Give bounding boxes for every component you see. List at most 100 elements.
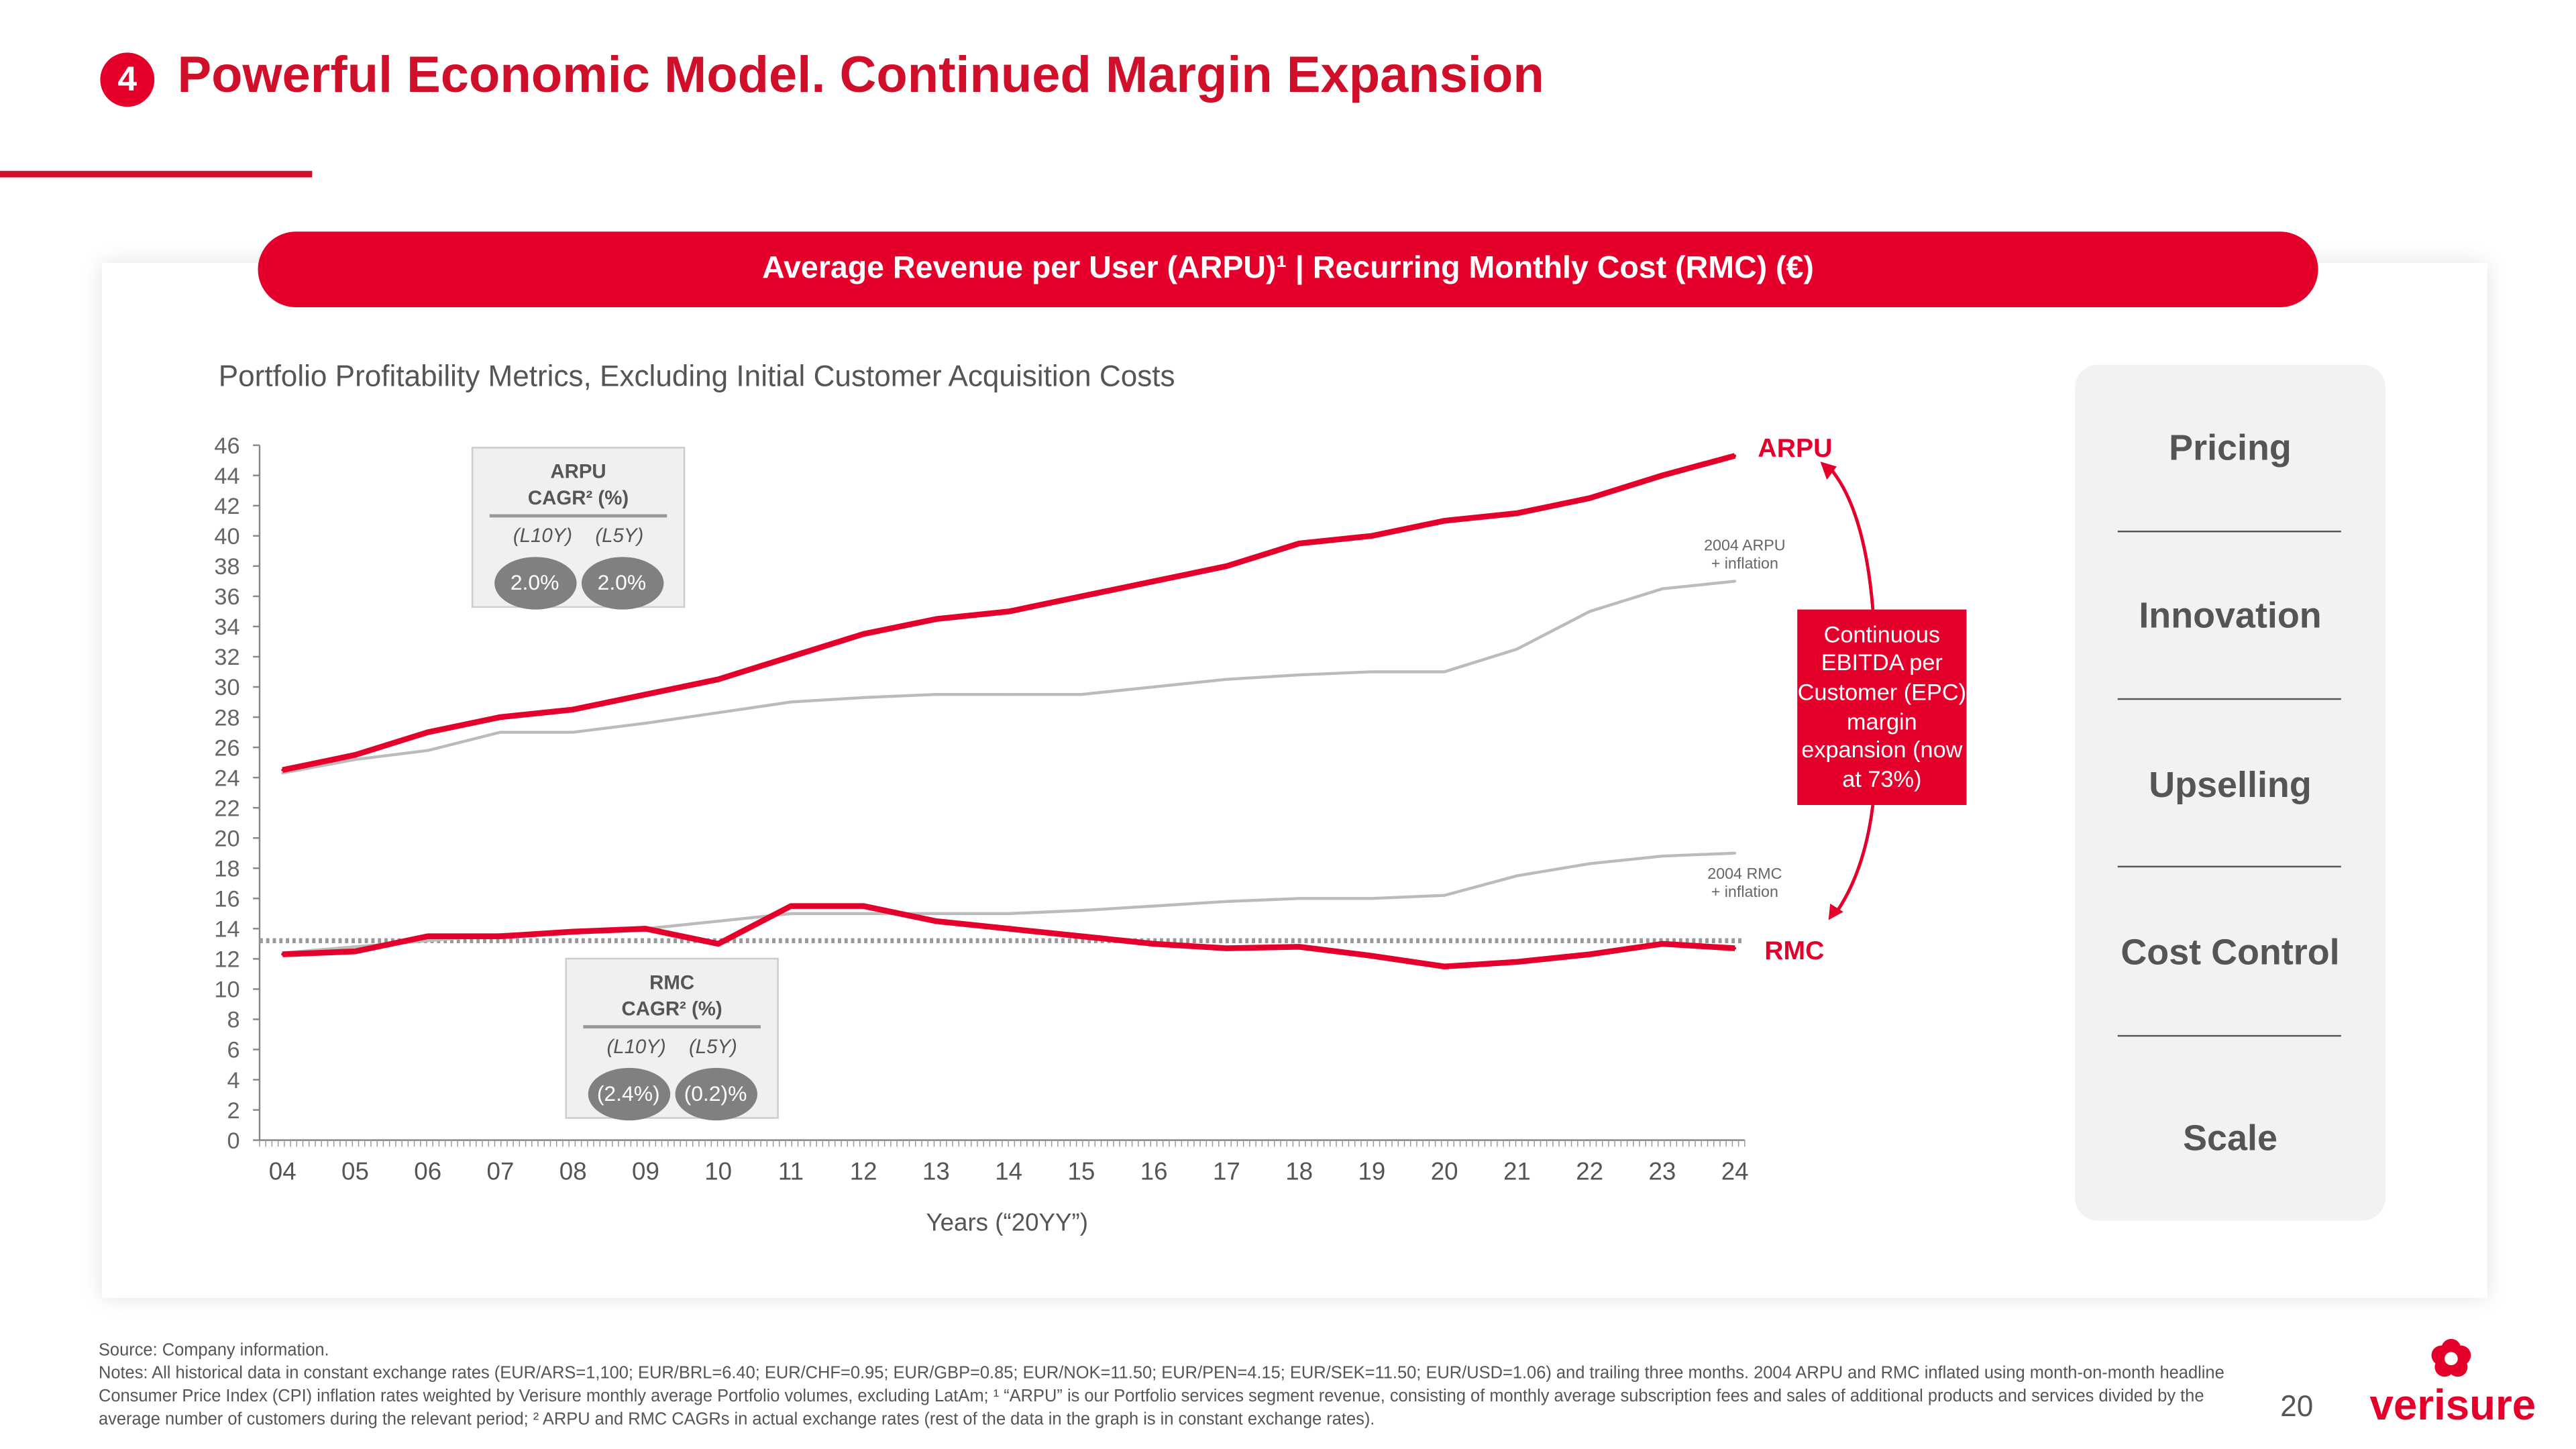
x-tick-label: 14: [995, 1157, 1022, 1185]
cagr-title: ARPU: [550, 460, 606, 484]
data-point: [934, 912, 938, 915]
data-point: [281, 953, 284, 956]
data-point: [1370, 897, 1373, 900]
x-tick-label: 20: [1431, 1157, 1458, 1185]
data-point: [354, 758, 357, 761]
rmc-series-label: RMC: [1764, 936, 1824, 965]
data-point: [426, 939, 429, 943]
rmc-inflation-label: + inflation: [1711, 883, 1778, 900]
data-point: [1588, 496, 1591, 500]
svg-text:verisure: verisure: [2369, 1381, 2536, 1429]
data-point: [1297, 674, 1301, 676]
section-number-badge: 4: [100, 52, 155, 107]
x-tick-label: 06: [414, 1157, 441, 1185]
data-point: [934, 617, 938, 621]
callout-text: Continuous EBITDA per Customer (EPC) mar…: [1797, 621, 1967, 792]
data-point: [354, 945, 357, 949]
data-point: [716, 920, 720, 923]
data-point: [1225, 900, 1228, 903]
x-tick-label: 13: [922, 1157, 950, 1185]
cagr-title: RMC: [649, 971, 695, 994]
divider: [583, 1025, 761, 1029]
data-point: [644, 927, 647, 930]
divider: [2117, 865, 2341, 868]
period-l10y: (L10Y): [513, 524, 573, 547]
x-tick-label: 04: [269, 1157, 297, 1185]
arpu-series-label: ARPU: [1758, 434, 1832, 463]
data-point: [572, 731, 575, 734]
data-point: [1733, 947, 1737, 950]
data-point: [499, 934, 502, 938]
cagr-subtitle: CAGR² (%): [621, 997, 722, 1020]
divider: [489, 514, 667, 518]
data-point: [1515, 647, 1519, 651]
data-point: [1660, 587, 1664, 590]
data-point: [862, 696, 865, 699]
period-l5y: (L5Y): [595, 524, 644, 547]
data-point: [426, 749, 429, 752]
data-point: [862, 904, 865, 908]
data-point: [1152, 942, 1156, 945]
cagr-subtitle: CAGR² (%): [527, 486, 629, 510]
data-point: [1297, 897, 1301, 900]
data-point: [1733, 454, 1737, 458]
divider: [2117, 698, 2341, 700]
data-point: [716, 711, 720, 714]
arpu-inflation-label: + inflation: [1711, 554, 1778, 572]
data-point: [1079, 934, 1083, 938]
y-tick-label: 8: [227, 1008, 239, 1033]
data-point: [1370, 954, 1373, 957]
x-tick-label: 10: [704, 1157, 732, 1185]
driver-innovation: Innovation: [2139, 594, 2322, 636]
data-point: [1588, 953, 1591, 956]
data-point: [1443, 894, 1446, 897]
data-point: [426, 731, 429, 734]
x-tick-label: 19: [1358, 1157, 1385, 1185]
data-point: [1152, 686, 1156, 688]
y-tick-label: 28: [214, 705, 239, 731]
cagr-value-l10y: (2.4%): [587, 1067, 669, 1121]
title-underline: [0, 170, 313, 178]
cagr-value-l10y: 2.0%: [493, 557, 576, 610]
x-tick-label: 05: [341, 1157, 369, 1185]
period-l10y: (L10Y): [606, 1034, 666, 1059]
page-number: 20: [2280, 1389, 2314, 1423]
cagr-value-l5y: 2.0%: [580, 557, 663, 610]
x-tick-label: 18: [1285, 1157, 1313, 1185]
source-note: Source: Company information.: [98, 1342, 329, 1360]
y-tick-label: 0: [227, 1128, 239, 1154]
data-point: [716, 678, 720, 681]
y-tick-label: 36: [214, 584, 239, 610]
y-tick-label: 42: [214, 494, 239, 519]
verisure-logo: verisure: [2369, 1338, 2536, 1429]
data-point: [1588, 610, 1591, 613]
x-tick-label: 22: [1576, 1157, 1603, 1185]
data-point: [354, 753, 357, 757]
x-tick-label: 11: [778, 1157, 804, 1185]
data-point: [1007, 610, 1010, 613]
y-tick-label: 30: [214, 675, 239, 700]
data-point: [499, 716, 502, 719]
data-point: [644, 693, 647, 696]
y-tick-label: 18: [214, 856, 239, 881]
divider: [2117, 1034, 2341, 1037]
x-tick-label: 24: [1721, 1157, 1749, 1185]
x-tick-label: 07: [487, 1157, 515, 1185]
y-tick-label: 2: [227, 1098, 239, 1124]
data-point: [1443, 670, 1446, 674]
data-point: [1515, 512, 1519, 515]
driver-upselling: Upselling: [2149, 763, 2312, 806]
arrowhead-icon: [1820, 462, 1837, 480]
x-tick-label: 23: [1648, 1157, 1676, 1185]
y-tick-label: 4: [227, 1068, 239, 1093]
data-point: [934, 920, 938, 923]
data-point: [426, 934, 429, 938]
data-point: [1152, 904, 1156, 908]
data-point: [1152, 580, 1156, 583]
driver-cost-control: Cost Control: [2121, 931, 2340, 973]
chart-subtitle: Portfolio Profitability Metrics, Excludi…: [218, 360, 1175, 393]
y-tick-label: 44: [214, 464, 239, 489]
arpu-cagr-box: ARPU CAGR² (%) (L10Y) (L5Y) 2.0% 2.0%: [471, 447, 686, 610]
chart-banner: Average Revenue per User (ARPU)¹ | Recur…: [258, 231, 2318, 307]
